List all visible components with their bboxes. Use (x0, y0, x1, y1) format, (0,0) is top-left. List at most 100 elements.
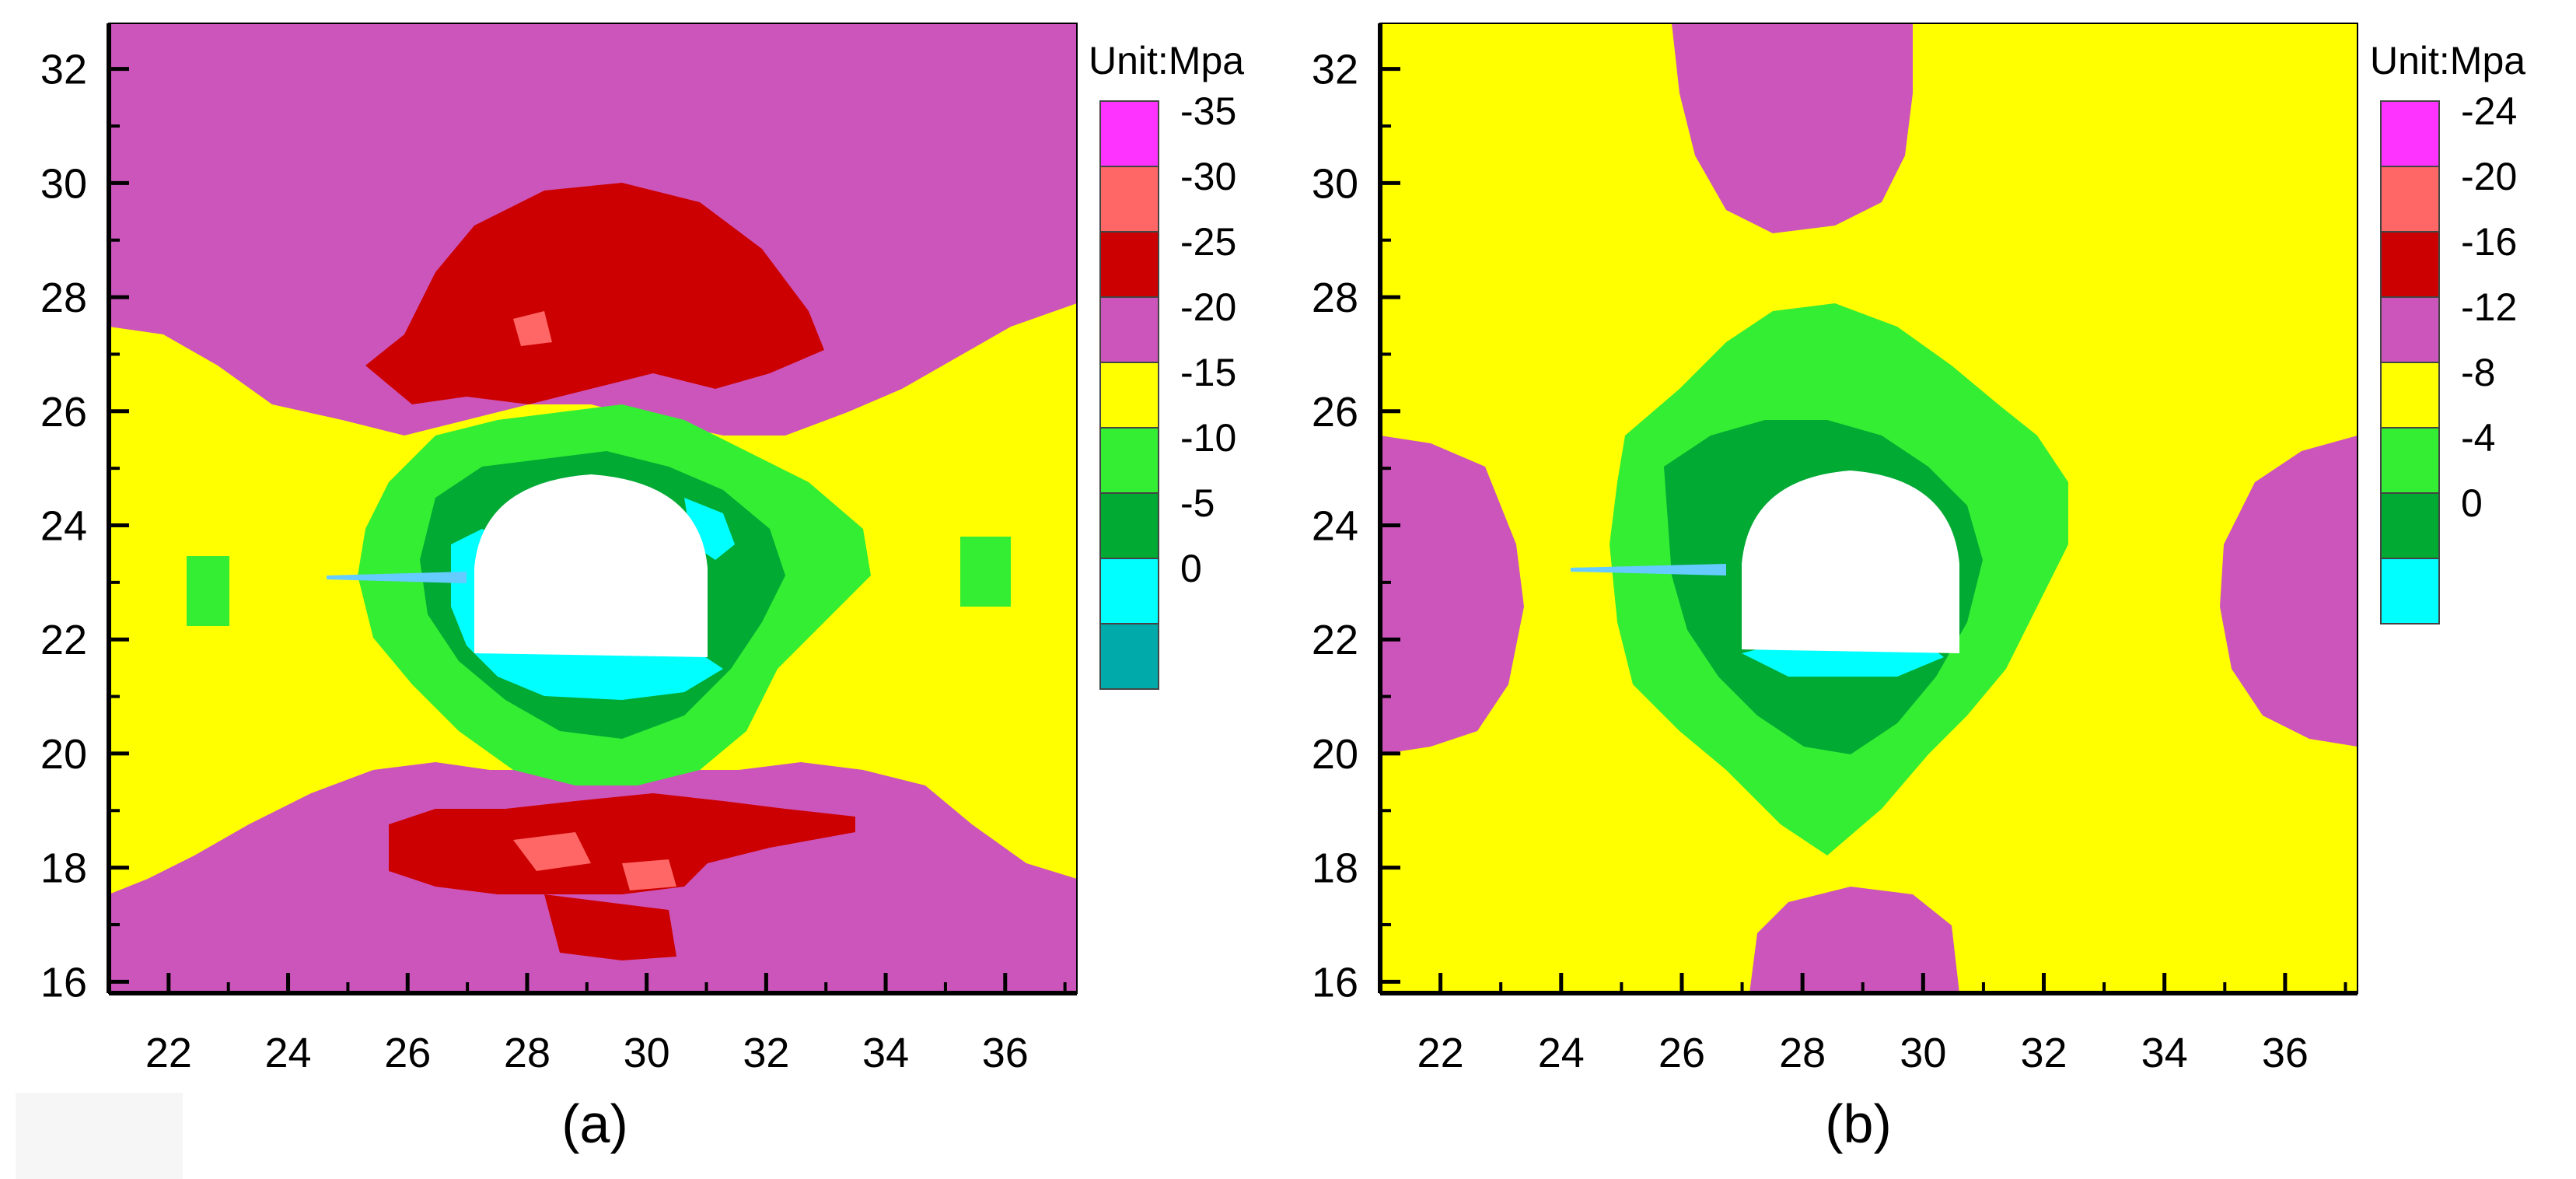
panel-a-legend-swatch (1099, 166, 1159, 233)
panel-a-y-tick-label: 26 (40, 389, 87, 436)
panel-b-x-tick-label: 24 (1538, 1030, 1585, 1076)
panel-b: 22 24 26 28 30 32 34 36 16 18 20 22 24 26 28 30 32 -24 -2… (1291, 0, 2576, 1179)
panel-b-region-minus12-right (2220, 436, 2358, 747)
panel-b-x-tick-label: 28 (1779, 1030, 1826, 1076)
panel-a-x-tick-label: 22 (145, 1030, 192, 1076)
panel-b-contour (1380, 23, 2358, 993)
panel-b-y-tick-label: 24 (1312, 503, 1358, 550)
panel-a-legend-label: -20 (1180, 285, 1236, 329)
panel-b-y-tick-label: 16 (1312, 959, 1358, 1006)
panel-a-y-tick-label: 28 (40, 275, 87, 321)
panel-a-legend-swatch (1099, 492, 1159, 559)
panel-a-legend-swatch (1099, 231, 1159, 298)
panel-a-legend-label: -30 (1180, 155, 1236, 198)
panel-b-opening (1742, 471, 1959, 653)
panel-a-island-left (187, 556, 229, 626)
panel-b-y-tick-label: 26 (1312, 389, 1358, 436)
panel-a-legend-swatch (1099, 100, 1159, 167)
panel-a-legend-label: -5 (1180, 481, 1215, 525)
panel-b-region-minus12-bottom (1749, 887, 1959, 993)
panel-b-axes: 22 24 26 28 30 32 34 36 16 18 20 22 24 26 28 30 32 (1312, 23, 2358, 1076)
panel-a-legend-swatch (1099, 623, 1159, 690)
panel-b-legend-label: -24 (2461, 89, 2517, 133)
panel-a-legend-label: 0 (1180, 547, 1202, 590)
panel-a-x-tick-label: 30 (624, 1030, 670, 1076)
panel-b-y-tick-label: 18 (1312, 845, 1358, 892)
panel-a-opening (474, 474, 708, 657)
panel-b-legend-swatch (2380, 296, 2440, 363)
panel-b-legend-label: -4 (2461, 416, 2495, 460)
panel-a-x-tick-label: 36 (982, 1030, 1029, 1076)
panel-a-legend-label: -25 (1180, 220, 1236, 264)
panel-a-legend-label: -35 (1180, 89, 1236, 133)
panel-a-region-minus25-top (365, 183, 824, 404)
panel-b-legend-label: -16 (2461, 220, 2517, 264)
panel-a-legend-swatch (1099, 296, 1159, 363)
panel-b-region-minus12-top (1672, 23, 1913, 233)
panel-b-legend-swatch (2380, 558, 2440, 624)
panel-a-region-0 (451, 529, 723, 700)
panel-b-y-tick-label: 22 (1312, 617, 1358, 663)
panel-b-y-tick-label: 28 (1312, 275, 1358, 321)
panel-b-region-minus12-left (1380, 436, 1524, 754)
corner-patch (16, 1093, 183, 1179)
panel-a-x-tick-label: 32 (743, 1030, 789, 1076)
panel-b-legend-swatch (2380, 427, 2440, 494)
panel-a-y-tick-label: 18 (40, 845, 87, 892)
panel-a-legend-swatch (1099, 362, 1159, 429)
panel-b-x-tick-label: 32 (2020, 1030, 2067, 1076)
panel-b-x-tick-label: 30 (1900, 1030, 1946, 1076)
panel-a-caption: (a) (561, 1093, 628, 1154)
panel-a-legend-swatch (1099, 427, 1159, 494)
panel-a-y-tick-label: 24 (40, 503, 87, 550)
panel-a-axes: 22 24 26 28 30 32 34 36 16 18 20 22 24 26 28 30 32 (40, 23, 1078, 1076)
panel-b-y-tick-label: 20 (1312, 731, 1358, 778)
panel-b-legend-label: 0 (2461, 481, 2483, 525)
panel-a-x-tick-label: 28 (504, 1030, 551, 1076)
panel-a-region-minus30-b (622, 859, 676, 890)
panel-b-legend: -24 -20 -16 -12 -8 -4 0 (2380, 89, 2517, 624)
panel-a-legend-label: -10 (1180, 416, 1236, 460)
panel-a-unit-label: Unit:Mpa (1089, 39, 1244, 82)
panel-b-legend-label: -8 (2461, 351, 2495, 394)
panel-b-y-tick-label: 30 (1312, 160, 1358, 207)
panel-a-legend-swatch (1099, 558, 1159, 624)
panel-b-y-tick-label: 32 (1312, 47, 1358, 93)
panel-b-unit-label: Unit:Mpa (2370, 39, 2525, 82)
panel-b-legend-swatch (2380, 231, 2440, 298)
panel-a-streak (327, 572, 467, 583)
panel-b-legend-swatch (2380, 166, 2440, 233)
panel-a-region-minus30-a (513, 832, 591, 871)
panel-a-x-tick-label: 26 (384, 1030, 431, 1076)
panel-b-streak (1571, 564, 1726, 576)
panel-b-legend-label: -12 (2461, 285, 2517, 329)
panel-a-region-minus25-tail (544, 894, 676, 960)
panel-a-x-tick-label: 34 (862, 1030, 909, 1076)
panel-b-x-tick-label: 34 (2141, 1030, 2188, 1076)
panel-a-legend: -35 -30 -25 -20 -15 -10 -5 0 (1099, 89, 1236, 690)
panel-b-legend-swatch (2380, 492, 2440, 559)
panel-a-y-tick-label: 16 (40, 959, 87, 1006)
panel-a-contour (109, 23, 1077, 993)
panel-a-region-minus30-c (513, 311, 552, 346)
panel-a-y-tick-label: 30 (40, 160, 87, 207)
panel-b-legend-swatch (2380, 100, 2440, 167)
panel-a-y-tick-label: 22 (40, 617, 87, 663)
panel-a-y-tick-label: 20 (40, 731, 87, 778)
panel-a-legend-label: -15 (1180, 351, 1236, 394)
panel-b-legend-swatch (2380, 362, 2440, 429)
panel-b-x-tick-label: 26 (1658, 1030, 1705, 1076)
panel-a-region-minus25-bottom (389, 793, 855, 894)
panel-b-x-tick-label: 36 (2262, 1030, 2309, 1076)
panel-a-x-tick-label: 24 (265, 1030, 312, 1076)
panel-b-x-tick-label: 22 (1417, 1030, 1464, 1076)
panel-b-legend-label: -20 (2461, 155, 2517, 198)
panel-b-caption: (b) (1825, 1093, 1892, 1154)
panel-a: 22 24 26 28 30 32 34 36 16 18 20 22 24 26 28 30 32 -35 -3… (40, 23, 1244, 1154)
panel-b-region-cyan (1742, 645, 1944, 677)
panel-a-y-tick-label: 32 (40, 47, 87, 93)
panel-a-island-right (960, 537, 1011, 607)
